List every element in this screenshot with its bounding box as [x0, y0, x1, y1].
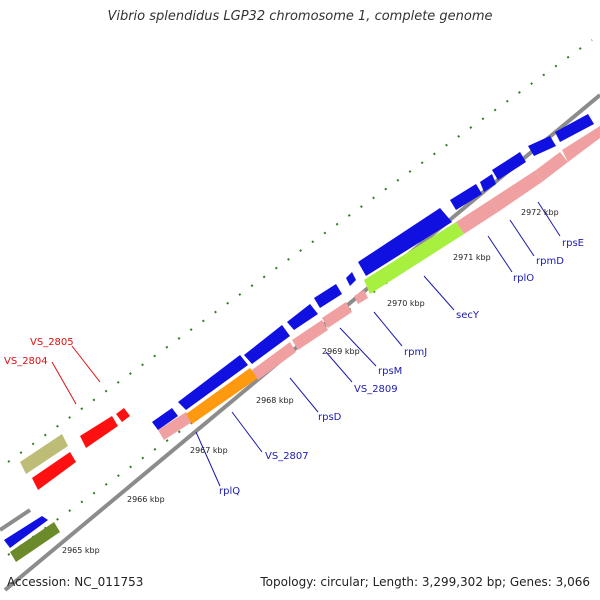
gene-arrow-blue[interactable] — [152, 408, 178, 430]
gene-arrow-blue[interactable] — [358, 208, 452, 276]
gene-label-secY[interactable]: secY — [456, 310, 480, 321]
page-title: Vibrio splendidus LGP32 chromosome 1, co… — [107, 9, 493, 24]
gene-label-VS_2809[interactable]: VS_2809 — [354, 384, 398, 395]
gene-arrow-blue[interactable] — [480, 174, 496, 192]
topology-info-text: Topology: circular; Length: 3,299,302 bp… — [260, 575, 590, 589]
gene-label-rpmJ[interactable]: rpmJ — [404, 347, 427, 358]
gene-label-rpsD[interactable]: rpsD — [318, 412, 342, 423]
gene-label-rplQ[interactable]: rplQ — [219, 486, 240, 497]
gene-label-VS_2807[interactable]: VS_2807 — [265, 451, 309, 462]
gene-label-VS_2804[interactable]: VS_2804 — [4, 356, 48, 367]
gene-block-olive[interactable] — [10, 522, 60, 562]
gene-block-pink[interactable] — [456, 200, 498, 234]
gene-block-khaki[interactable] — [20, 434, 68, 474]
gene-arrow-blue[interactable] — [4, 516, 48, 548]
gene-arrow-blue[interactable] — [528, 136, 556, 156]
backbone-lower — [0, 508, 32, 532]
gene-label-rplO[interactable]: rplO — [513, 273, 534, 284]
gene-block-orange[interactable] — [186, 368, 258, 424]
gene-label-VS_2805[interactable]: VS_2805 — [30, 337, 74, 348]
gene-block-red[interactable] — [32, 452, 76, 490]
gene-block-red[interactable] — [116, 408, 130, 422]
tick-label-2972: 2972 kbp — [521, 208, 559, 217]
gene-block-pink[interactable] — [490, 170, 542, 212]
tick-label-2968: 2968 kbp — [256, 396, 294, 405]
gene-arrow-blue[interactable] — [244, 325, 290, 364]
gene-arrow-blue[interactable] — [346, 272, 356, 286]
gene-block-pink[interactable] — [158, 412, 192, 440]
tick-label-2966: 2966 kbp — [127, 495, 165, 504]
gene-arrow-blue[interactable] — [178, 355, 248, 410]
feature-track — [4, 114, 600, 562]
tick-label-2967: 2967 kbp — [190, 446, 228, 455]
tick-label-2970: 2970 kbp — [387, 299, 425, 308]
gene-block-pink[interactable] — [292, 320, 328, 350]
gene-arrow-blue[interactable] — [450, 184, 482, 210]
gene-block-red[interactable] — [80, 416, 118, 448]
gene-arrow-blue[interactable] — [492, 152, 526, 180]
gene-label-rpsM[interactable]: rpsM — [378, 366, 402, 377]
gene-block-pink[interactable] — [536, 152, 568, 182]
gene-arrow-blue[interactable] — [287, 304, 318, 330]
gene-block-pink[interactable] — [322, 302, 352, 328]
tick-label-2971: 2971 kbp — [453, 253, 491, 262]
callout-lines — [51, 201, 561, 487]
tick-label-2965: 2965 kbp — [62, 546, 100, 555]
accession-text: Accession: NC_011753 — [7, 575, 144, 589]
gene-arrow-blue[interactable] — [314, 284, 342, 308]
gene-arrow-blue[interactable] — [555, 114, 594, 142]
gene-block-pink[interactable] — [252, 342, 296, 380]
dotted-guide-outer — [7, 39, 593, 463]
gene-label-rpmD[interactable]: rpmD — [536, 256, 564, 267]
gene-label-rpsE[interactable]: rpsE — [562, 238, 584, 249]
gene-block-pink[interactable] — [562, 126, 600, 162]
gene-block-pink[interactable] — [354, 290, 368, 304]
gene-block-secy[interactable] — [364, 222, 464, 294]
tick-label-2969: 2969 kbp — [322, 347, 360, 356]
